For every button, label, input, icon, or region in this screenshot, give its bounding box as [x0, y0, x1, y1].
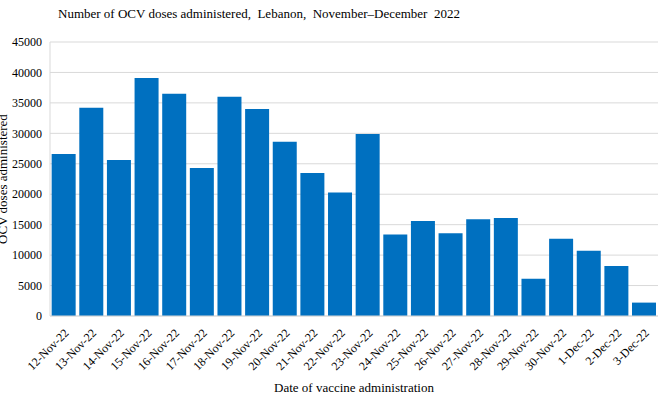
svg-text:19-Nov-22: 19-Nov-22	[217, 325, 266, 373]
svg-text:15000: 15000	[12, 218, 42, 232]
svg-text:15-Nov-22: 15-Nov-22	[107, 325, 155, 373]
svg-text:25000: 25000	[12, 157, 42, 171]
svg-text:1-Dec-22: 1-Dec-22	[554, 325, 597, 368]
svg-text:21-Nov-22: 21-Nov-22	[273, 325, 321, 373]
svg-text:25-Nov-22: 25-Nov-22	[383, 325, 431, 373]
svg-text:10000: 10000	[12, 248, 42, 262]
svg-text:5000: 5000	[18, 279, 42, 293]
svg-text:0: 0	[36, 309, 42, 323]
svg-text:16-Nov-22: 16-Nov-22	[135, 325, 183, 373]
svg-text:27-Nov-22: 27-Nov-22	[439, 325, 487, 373]
svg-text:14-Nov-22: 14-Nov-22	[79, 325, 127, 373]
svg-text:24-Nov-22: 24-Nov-22	[356, 325, 404, 373]
svg-text:17-Nov-22: 17-Nov-22	[162, 325, 210, 373]
svg-text:30000: 30000	[12, 127, 42, 141]
svg-text:28-Nov-22: 28-Nov-22	[466, 325, 514, 373]
svg-text:12-Nov-22: 12-Nov-22	[24, 325, 72, 373]
svg-text:Date of vaccine administration: Date of vaccine administration	[274, 380, 434, 395]
svg-text:20-Nov-22: 20-Nov-22	[245, 325, 293, 373]
svg-text:45000: 45000	[12, 35, 42, 49]
svg-text:20000: 20000	[12, 187, 42, 201]
svg-text:2-Dec-22: 2-Dec-22	[582, 325, 625, 368]
svg-text:30-Nov-22: 30-Nov-22	[521, 325, 570, 373]
svg-text:18-Nov-22: 18-Nov-22	[190, 325, 238, 373]
svg-text:3-Dec-22: 3-Dec-22	[610, 326, 652, 368]
svg-text:23-Nov-22: 23-Nov-22	[328, 325, 376, 373]
svg-text:26-Nov-22: 26-Nov-22	[411, 325, 459, 373]
svg-text:29-Nov-22: 29-Nov-22	[494, 325, 542, 373]
svg-text:35000: 35000	[12, 96, 42, 110]
svg-text:13-Nov-22: 13-Nov-22	[52, 325, 100, 373]
svg-text:OCV doses administered: OCV doses administered	[8, 114, 10, 244]
svg-text:40000: 40000	[12, 66, 42, 80]
html-text:Number of OCV doses administer: Number of OCV doses administered, Lebano…	[58, 6, 460, 21]
svg-text:22-Nov-22: 22-Nov-22	[300, 325, 348, 373]
